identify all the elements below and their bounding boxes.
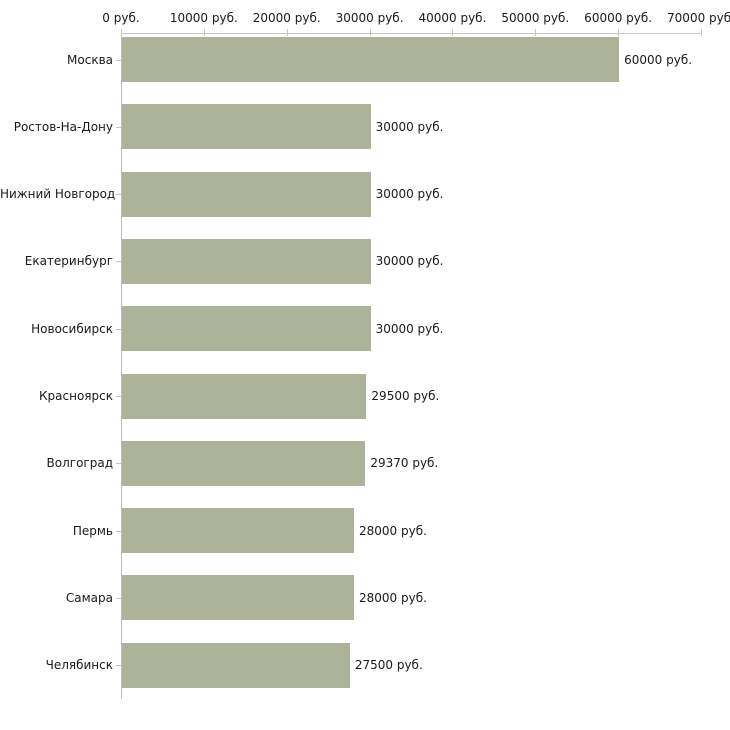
category-label: Волгоград — [46, 456, 113, 471]
y-axis-tick-mark — [116, 396, 121, 397]
bar — [122, 373, 367, 419]
bar — [122, 238, 371, 284]
y-axis-tick-mark — [116, 59, 121, 61]
value-label: 30000 руб. — [375, 321, 444, 336]
category-label: Самара — [65, 590, 113, 605]
x-axis-tick-mark — [203, 29, 205, 36]
value-label: 29370 руб. — [370, 456, 439, 471]
x-axis-tick-label: 10000 руб. — [169, 11, 238, 25]
x-axis-tick-label: 30000 руб. — [335, 11, 404, 25]
category-label: Ростов-На-Дону — [13, 119, 113, 134]
y-axis-tick-mark — [116, 530, 121, 532]
value-label: 29500 руб. — [371, 389, 440, 403]
x-axis-tick-label: 0 руб. — [102, 11, 140, 25]
x-axis-tick-mark — [121, 29, 122, 36]
y-axis-tick-mark — [116, 126, 121, 128]
x-axis-tick-label: 70000 руб. — [667, 11, 730, 25]
y-axis-tick-mark — [116, 597, 121, 599]
bar — [122, 642, 350, 688]
y-axis-tick-mark — [116, 328, 121, 330]
x-axis-tick-mark — [369, 29, 371, 36]
y-axis-line — [121, 33, 122, 699]
y-axis-tick-mark — [116, 463, 121, 465]
bar — [122, 575, 354, 621]
category-label: Нижний Новгород — [0, 187, 116, 202]
category-label: Пермь — [72, 523, 113, 538]
x-axis-tick-mark — [286, 29, 288, 36]
x-axis-tick-label: 40000 руб. — [418, 11, 487, 25]
y-axis-tick-mark — [116, 261, 121, 263]
bar — [122, 104, 371, 150]
x-axis-tick-mark — [701, 29, 702, 36]
x-axis-tick-label: 20000 руб. — [252, 11, 321, 25]
x-axis-tick-mark — [535, 29, 537, 36]
bar — [122, 37, 620, 82]
value-label: 28000 руб. — [359, 523, 427, 538]
value-label: 30000 руб. — [375, 254, 444, 269]
x-axis-tick-mark — [618, 29, 620, 36]
bar — [122, 440, 366, 486]
value-label: 30000 руб. — [375, 119, 444, 134]
bar — [122, 508, 354, 554]
y-axis-tick-mark — [116, 194, 121, 196]
bar — [122, 171, 371, 217]
category-label: Екатеринбург — [24, 254, 113, 269]
bar — [122, 306, 371, 352]
value-label: 27500 руб. — [354, 658, 423, 673]
category-label: Новосибирск — [31, 321, 113, 336]
value-label: 30000 руб. — [375, 187, 444, 202]
x-axis-tick-label: 50000 руб. — [501, 11, 570, 25]
x-axis-tick-mark — [452, 29, 454, 36]
category-label: Челябинск — [45, 658, 113, 673]
x-axis-line — [121, 33, 701, 34]
x-axis-tick-label: 60000 руб. — [584, 11, 653, 25]
y-axis-tick-mark — [116, 665, 121, 667]
category-label: Красноярск — [39, 389, 113, 403]
value-label: 60000 руб. — [624, 52, 693, 67]
value-label: 28000 руб. — [359, 590, 427, 605]
category-label: Москва — [67, 52, 113, 67]
